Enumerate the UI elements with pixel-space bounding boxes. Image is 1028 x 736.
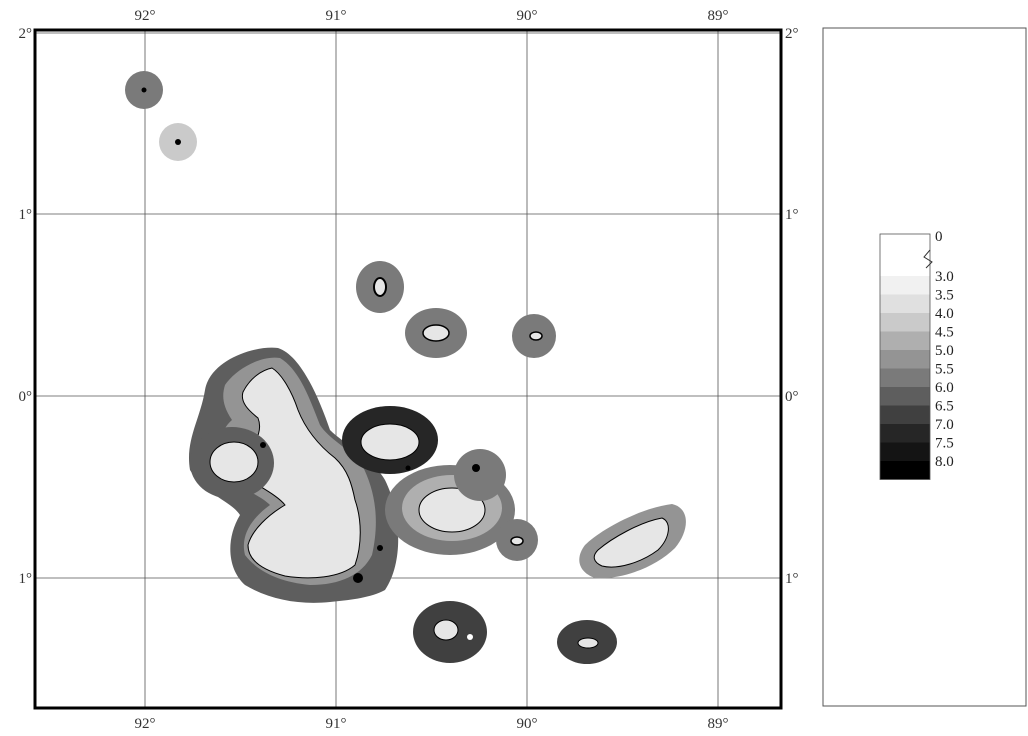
bottom-tick-label: 92°: [135, 716, 156, 732]
left-tick-label: 1°: [19, 207, 33, 223]
legend-swatch: [880, 350, 930, 369]
legend-bar-border: [879, 233, 931, 480]
legend-swatch: [880, 331, 930, 350]
island-santa-fe: [510, 536, 524, 546]
legend-label: 5.5: [935, 362, 954, 378]
island-pinta: [373, 277, 387, 297]
map-background: [35, 30, 781, 708]
legend-label: 7.5: [935, 436, 954, 452]
right-tick-label: 1°: [785, 207, 799, 223]
bottom-tick-label: 89°: [708, 716, 729, 732]
legend-label: 3.0: [935, 269, 954, 285]
graticule: [35, 30, 781, 708]
legend-label: 5.0: [935, 343, 954, 359]
island-wolf: [175, 139, 181, 145]
left-tick-label: 0°: [19, 389, 33, 405]
island-espanola: [577, 637, 599, 649]
bottom-tick-label: 90°: [517, 716, 538, 732]
right-tick-label: 1°: [785, 571, 799, 587]
map-area: [33, 28, 783, 710]
legend-label: 4.5: [935, 325, 954, 341]
islet: [467, 634, 473, 640]
right-tick-labels: 2° 1° 0° 1°: [785, 26, 799, 587]
legend-label: 8.0: [935, 454, 954, 470]
islet: [405, 465, 411, 471]
map-frame: [33, 28, 783, 710]
island-san-cristobal: [593, 517, 669, 568]
legend-swatch: [880, 442, 930, 461]
legend-swatches: [879, 233, 931, 480]
right-tick-label: 0°: [785, 389, 799, 405]
island-santiago: [360, 423, 420, 461]
top-tick-label: 89°: [708, 8, 729, 24]
bottom-tick-labels: 92° 91° 90° 89°: [135, 716, 729, 732]
legend-label: 7.0: [935, 417, 954, 433]
islands: [125, 71, 686, 664]
left-tick-label: 2°: [19, 26, 33, 42]
scale-break-icon: [923, 249, 933, 269]
legend-swatch: [880, 461, 930, 480]
legend-top-label: 0: [935, 229, 943, 245]
legend-label: 3.5: [935, 288, 954, 304]
legend-label: 6.5: [935, 399, 954, 415]
islet: [353, 573, 363, 583]
legend-label: 6.0: [935, 380, 954, 396]
island-floreana: [433, 619, 459, 641]
left-tick-labels: 2° 1° 0° 1°: [19, 26, 33, 587]
island-darwin: [141, 87, 147, 93]
islet: [377, 545, 383, 551]
islet: [260, 442, 266, 448]
legend-swatch: [880, 405, 930, 424]
legend-swatch: [880, 387, 930, 406]
top-tick-label: 91°: [326, 8, 347, 24]
bottom-tick-label: 91°: [326, 716, 347, 732]
island-marchena: [422, 324, 450, 342]
halo-baltra: [454, 449, 506, 501]
top-tick-label: 92°: [135, 8, 156, 24]
legend-panel: 0 3.0 3.5 4.0 4.5 5.0 5.5 6.0 6.5 7.0 7.5 8.0: [822, 27, 1027, 707]
right-tick-label: 2°: [785, 26, 799, 42]
legend-swatch: [880, 313, 930, 332]
legend-swatch: [880, 276, 930, 295]
island-baltra: [472, 464, 480, 472]
legend-label: 4.0: [935, 306, 954, 322]
legend-swatch: [880, 294, 930, 313]
island-santa-cruz: [418, 487, 486, 533]
left-tick-label: 1°: [19, 571, 33, 587]
legend-swatch: [880, 234, 930, 276]
top-tick-label: 90°: [517, 8, 538, 24]
top-tick-labels: 92° 91° 90° 89°: [135, 8, 729, 24]
legend-swatch: [880, 368, 930, 387]
legend-labels: 3.0 3.5 4.0 4.5 5.0 5.5 6.0 6.5 7.0 7.5 8.0: [935, 269, 954, 470]
island-fernandina: [209, 441, 259, 483]
island-genovesa: [529, 331, 543, 341]
legend-swatch: [880, 424, 930, 443]
